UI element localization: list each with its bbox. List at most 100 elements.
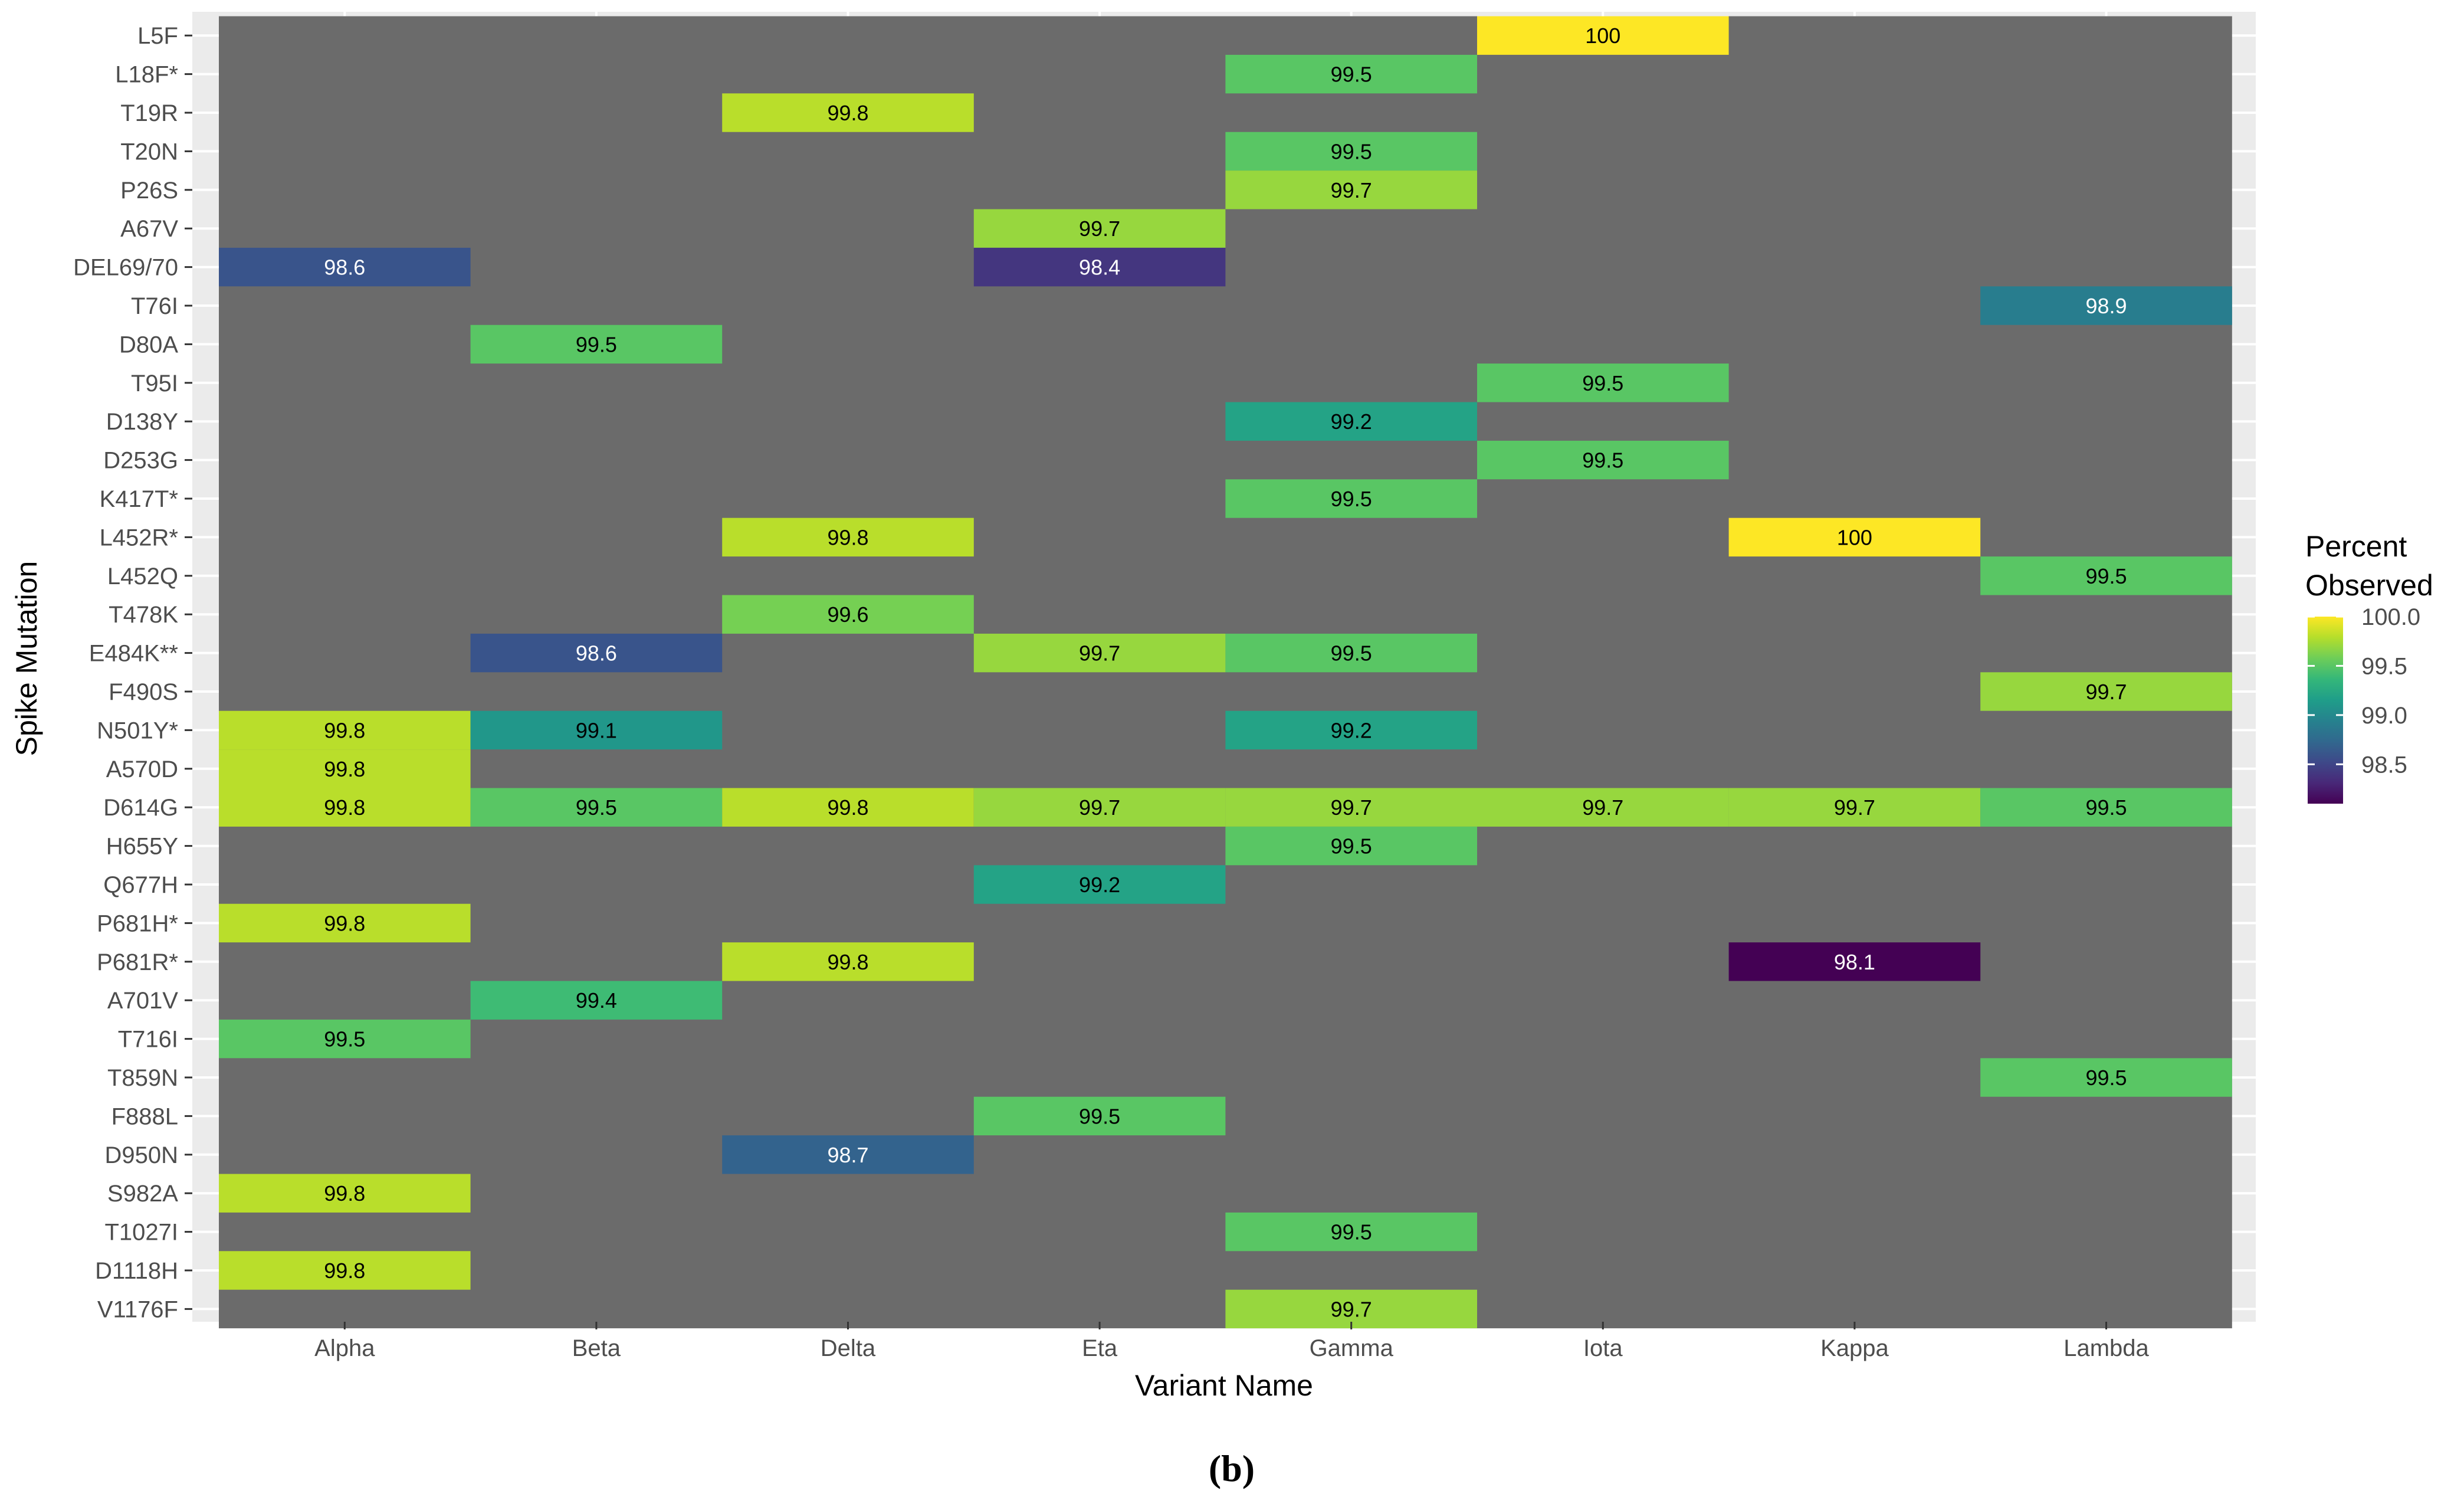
heatmap-cell — [722, 942, 974, 981]
x-axis-title: Variant Name — [1135, 1369, 1313, 1402]
cell-value-label: 99.7 — [1079, 795, 1120, 820]
heatmap-cell — [722, 1135, 974, 1174]
cell-value-label: 99.5 — [1331, 834, 1372, 859]
cell-value-label: 99.7 — [1331, 178, 1372, 202]
color-legend: Percent Observed 100.0 99.5 99.0 98.5 — [2305, 530, 2433, 804]
y-tick-label: L452R* — [100, 525, 178, 551]
heatmap-cell — [973, 247, 1226, 287]
heatmap-cell — [1225, 402, 1477, 441]
heatmap-cell — [1980, 286, 2232, 325]
cell-value-label: 99.7 — [1582, 795, 1623, 820]
cell-value-label: 99.7 — [2085, 680, 2127, 704]
heatmap-cell — [1225, 710, 1477, 750]
y-tick-label: K417T* — [100, 486, 178, 512]
cell-value-label: 99.5 — [2085, 795, 2127, 820]
y-tick-label: D138Y — [106, 409, 178, 435]
y-tick-label: S982A — [107, 1181, 178, 1207]
y-tick-label: T478K — [109, 602, 178, 628]
cell-value-label: 99.8 — [827, 795, 868, 820]
heatmap-cell — [1980, 672, 2232, 711]
heatmap-cell — [1225, 1212, 1477, 1252]
cell-value-label: 99.2 — [1079, 873, 1120, 897]
legend-tick-label: 98.5 — [2361, 752, 2407, 778]
cell-value-label: 99.2 — [1331, 410, 1372, 434]
legend-title-line-1: Percent — [2305, 530, 2407, 563]
y-tick-label: P681R* — [97, 949, 178, 975]
cell-value-label: 99.8 — [324, 911, 365, 935]
x-tick-label: Kappa — [1820, 1335, 1889, 1361]
cell-value-label: 99.2 — [1331, 718, 1372, 742]
y-tick-label: A701V — [107, 988, 178, 1014]
legend-tick-label: 99.5 — [2361, 653, 2407, 679]
y-tick-label: D80A — [119, 332, 178, 358]
cell-value-label: 99.5 — [576, 332, 617, 356]
x-tick-label: Beta — [572, 1335, 621, 1361]
legend-title: Percent Observed — [2305, 530, 2433, 602]
y-tick-label: L5F — [137, 23, 178, 49]
cell-value-label: 99.5 — [1331, 641, 1372, 666]
y-tick-label: T95I — [131, 371, 178, 397]
y-tick-label: D253G — [103, 448, 178, 474]
heatmap-cell — [470, 325, 723, 364]
cell-value-label: 99.5 — [576, 795, 617, 820]
y-tick-label: T20N — [120, 139, 178, 165]
cell-value-label: 98.7 — [827, 1143, 868, 1167]
legend-tick-label: 99.0 — [2361, 703, 2407, 729]
y-tick-label: P26S — [120, 178, 178, 204]
cell-value-label: 99.5 — [1331, 139, 1372, 163]
heatmap-cell — [219, 1174, 471, 1213]
heatmap-cell — [1980, 788, 2232, 827]
heatmap-cell — [470, 633, 723, 673]
heatmap-cell — [1225, 171, 1477, 209]
heatmap-cell — [1225, 826, 1477, 866]
cell-value-label: 99.5 — [1331, 63, 1372, 87]
cell-value-label: 99.8 — [324, 795, 365, 820]
cell-value-label: 98.4 — [1079, 255, 1120, 280]
cell-value-label: 99.5 — [2085, 1066, 2127, 1090]
heatmap-cell — [973, 209, 1226, 248]
heatmap-cell — [219, 247, 471, 287]
y-tick-label: A570D — [106, 756, 178, 782]
cell-value-label: 98.9 — [2085, 294, 2127, 318]
heatmap-cell — [722, 595, 974, 634]
heatmap-cells — [219, 16, 2232, 1329]
heatmap-cell — [1980, 556, 2232, 595]
y-tick-label: T716I — [118, 1027, 178, 1053]
cell-value-label: 99.8 — [324, 718, 365, 742]
heatmap-cell — [1728, 517, 1981, 557]
heatmap-cell — [1225, 479, 1477, 518]
y-tick-label: L18F* — [115, 62, 178, 88]
y-tick-label: DEL69/70 — [73, 255, 178, 281]
cell-value-label: 100 — [1837, 525, 1872, 549]
heatmap-cell — [1225, 633, 1477, 673]
heatmap-cell — [1728, 788, 1981, 827]
x-tick-label: Gamma — [1310, 1335, 1394, 1361]
heatmap-cell — [1980, 1058, 2232, 1097]
heatmap-cell — [219, 1019, 471, 1059]
cell-value-label: 99.8 — [827, 525, 868, 549]
y-axis-title: Spike Mutation — [10, 561, 43, 756]
y-tick-label: F888L — [111, 1103, 178, 1129]
cell-value-label: 99.5 — [1582, 448, 1623, 473]
x-tick-label: Alpha — [314, 1335, 375, 1361]
heatmap-cell — [470, 788, 723, 827]
cell-value-label: 99.8 — [324, 1259, 365, 1283]
y-tick-label: T859N — [107, 1065, 178, 1091]
y-tick-label: N501Y* — [97, 718, 178, 743]
cell-value-label: 99.7 — [1331, 1297, 1372, 1321]
heatmap-cell — [1477, 440, 1729, 480]
y-tick-label: A67V — [120, 216, 178, 242]
legend-ticks: 100.0 99.5 99.0 98.5 — [2308, 604, 2420, 778]
y-tick-label: E484K** — [89, 641, 178, 667]
x-tick-label: Eta — [1082, 1335, 1118, 1361]
heatmap-cell — [219, 903, 471, 943]
y-tick-label: D1118H — [95, 1258, 178, 1284]
cell-value-labels: 100 99.5 99.8 99.5 99.7 99.7 98.6 98.4 98.9 99.5 9… — [324, 24, 2127, 1321]
heatmap-cell — [1225, 54, 1477, 94]
heatmap-cell — [219, 749, 471, 788]
heatmap-cell — [973, 788, 1226, 827]
figure-caption: (b) — [1209, 1447, 1255, 1489]
cell-value-label: 99.8 — [827, 950, 868, 974]
cell-value-label: 99.7 — [1079, 641, 1120, 666]
